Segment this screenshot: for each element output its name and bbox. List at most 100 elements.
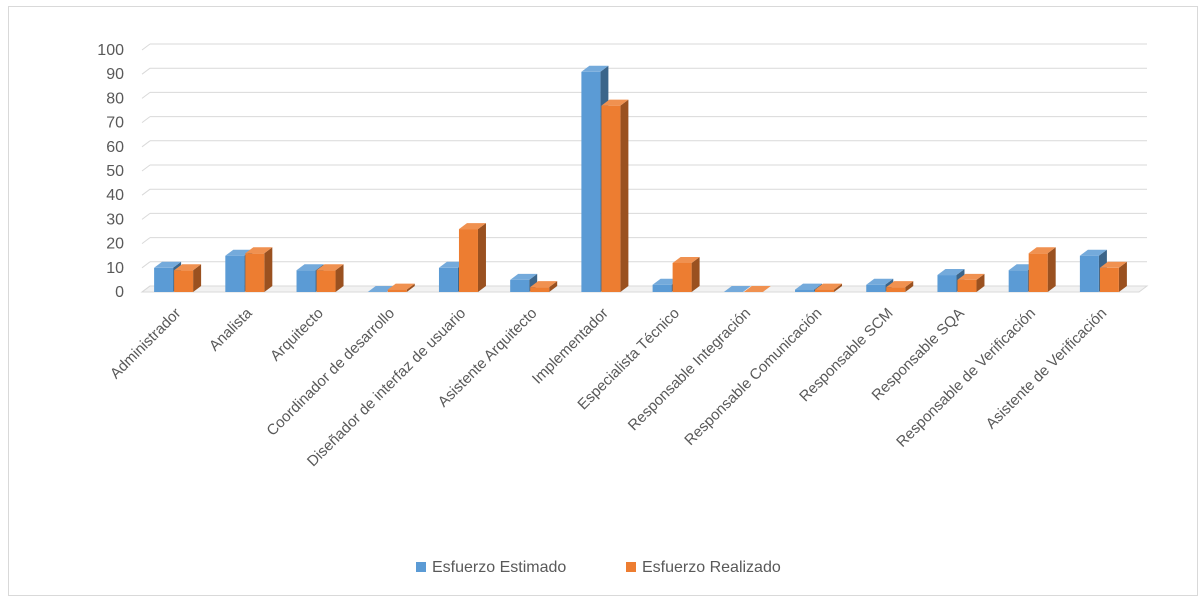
bar-front — [601, 105, 621, 292]
bar-front — [815, 289, 835, 292]
bar-front — [458, 229, 478, 292]
gridlines — [140, 43, 1149, 293]
bar-realizado — [743, 286, 771, 292]
bar-realizado — [1028, 247, 1056, 292]
bar-top — [1099, 261, 1127, 268]
bar-realizado — [458, 223, 486, 292]
bar-top — [510, 273, 538, 280]
chart-frame: 0 10 20 30 40 50 60 70 80 90 100 Administrador Anal… — [8, 6, 1198, 596]
bar-top — [174, 264, 202, 271]
bar-estimado — [723, 286, 751, 292]
bar-front — [581, 71, 601, 292]
bar-front — [225, 255, 245, 292]
bar-side — [549, 281, 558, 292]
bar-top — [245, 247, 273, 254]
bar-side — [834, 283, 843, 292]
bar-realizado — [815, 283, 843, 292]
x-category-label: Analista — [206, 304, 256, 354]
bar-side — [1118, 261, 1127, 292]
y-tick-label: 60 — [106, 139, 124, 156]
bar-side — [335, 264, 344, 292]
bar-top — [672, 256, 700, 263]
bar-front — [937, 275, 957, 292]
chart-floor — [140, 285, 1149, 293]
bar-front — [510, 279, 530, 292]
y-tick-label: 10 — [106, 260, 124, 277]
bar-side — [976, 273, 985, 292]
x-axis-labels: Administrador Analista ArquitectoCoordinad… — [107, 304, 1110, 470]
bar-front — [866, 284, 886, 292]
bar-top — [458, 223, 486, 230]
bar-chart: 0 10 20 30 40 50 60 70 80 90 100 Administrador Anal… — [97, 42, 1149, 576]
x-category-label: Responsable Comunicación — [681, 305, 825, 449]
bar-top — [387, 283, 415, 290]
y-tick-label: 30 — [106, 211, 124, 228]
bar-front — [174, 270, 194, 292]
gridline-depth — [141, 116, 151, 123]
bar-top — [723, 286, 751, 292]
bar-top — [601, 99, 629, 106]
bar-top — [815, 283, 843, 290]
x-category-label: Administrador — [107, 305, 184, 382]
bar-realizado — [316, 264, 344, 292]
y-axis-ticks: 0 10 20 30 40 50 60 70 80 90 100 — [97, 42, 124, 301]
bar-front — [296, 270, 316, 292]
gridline-depth — [141, 261, 151, 269]
legend: Esfuerzo Estimado Esfuerzo Realizado — [416, 559, 781, 576]
bar-front — [652, 284, 672, 292]
y-tick-label: 100 — [97, 42, 124, 59]
bar-front — [1099, 267, 1119, 292]
bar-top — [530, 281, 558, 288]
bar-front — [530, 287, 550, 292]
bar-side — [691, 256, 700, 292]
gridline-depth — [141, 237, 151, 245]
gridline-depth — [141, 67, 151, 75]
bar-front — [1079, 255, 1099, 292]
bar-realizado — [530, 281, 558, 292]
gridline-depth — [141, 140, 151, 148]
y-tick-label: 70 — [106, 115, 124, 132]
bar-realizado — [174, 264, 202, 292]
bar-top — [937, 269, 965, 276]
bar-front — [795, 289, 815, 292]
bar-side — [905, 281, 914, 292]
y-tick-label: 40 — [106, 187, 124, 204]
legend-item-realizado: Esfuerzo Realizado — [626, 559, 781, 576]
y-tick-label: 80 — [106, 90, 124, 107]
bar-realizado — [886, 281, 914, 292]
bar-top — [743, 286, 771, 292]
bars — [154, 65, 1127, 292]
x-category-label: Arquitecto — [267, 305, 327, 365]
bar-realizado — [957, 273, 985, 292]
bar-front — [438, 267, 458, 292]
bar-side — [193, 264, 202, 292]
x-category-label: Responsable de Verificación — [893, 305, 1039, 451]
bar-side — [620, 99, 629, 292]
x-category-label: Responsable Integración — [625, 305, 754, 434]
bar-top — [1028, 247, 1056, 254]
bar-top — [957, 273, 985, 280]
x-category-label: Asistente de Verificación — [983, 305, 1111, 433]
bar-realizado — [601, 99, 629, 292]
bar-front — [886, 287, 906, 292]
bar-front — [1028, 253, 1048, 292]
bar-realizado — [245, 247, 273, 292]
y-tick-label: 50 — [106, 163, 124, 180]
bar-top — [581, 65, 609, 72]
bar-top — [886, 281, 914, 288]
bar-top — [795, 283, 823, 290]
bar-top — [866, 278, 894, 285]
y-tick-label: 0 — [115, 284, 124, 301]
bar-front — [387, 289, 407, 292]
gridline-depth — [141, 188, 151, 196]
y-tick-label: 20 — [106, 236, 124, 253]
bar-front — [154, 267, 174, 292]
y-tick-label: 90 — [106, 66, 124, 83]
bar-front — [957, 279, 977, 292]
bar-top — [1079, 249, 1107, 256]
bar-realizado — [672, 256, 700, 292]
bar-side — [477, 223, 486, 292]
bar-top — [154, 261, 182, 268]
legend-swatch — [416, 562, 426, 572]
gridline-depth — [141, 92, 151, 99]
